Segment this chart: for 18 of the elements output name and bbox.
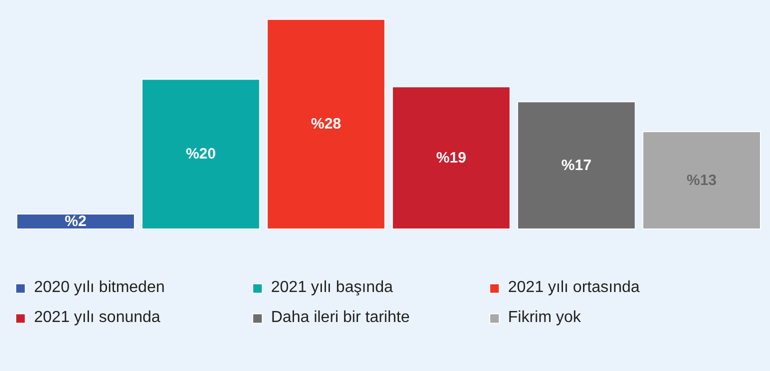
data-label: %17 bbox=[561, 156, 592, 174]
bar bbox=[642, 131, 761, 230]
bar bbox=[517, 101, 636, 230]
data-label: %20 bbox=[186, 146, 216, 163]
bar bbox=[16, 213, 135, 230]
legend-label: Fikrim yok bbox=[508, 309, 582, 327]
legend-label: 2021 yılı sonunda bbox=[34, 309, 162, 327]
data-label: %13 bbox=[686, 172, 717, 189]
data-label: %28 bbox=[311, 116, 342, 133]
legend-label: Daha ileri bir tarihte bbox=[271, 309, 411, 327]
legend-label: 2021 yılı başında bbox=[271, 279, 394, 297]
bar bbox=[266, 18, 386, 230]
data-label: %19 bbox=[436, 149, 466, 166]
legend-label: 2021 yılı ortasında bbox=[508, 279, 641, 297]
bar bbox=[141, 78, 260, 230]
data-label: %2 bbox=[64, 212, 86, 230]
legend-label: 2020 yılı bitmeden bbox=[34, 279, 166, 297]
bar bbox=[392, 86, 511, 230]
